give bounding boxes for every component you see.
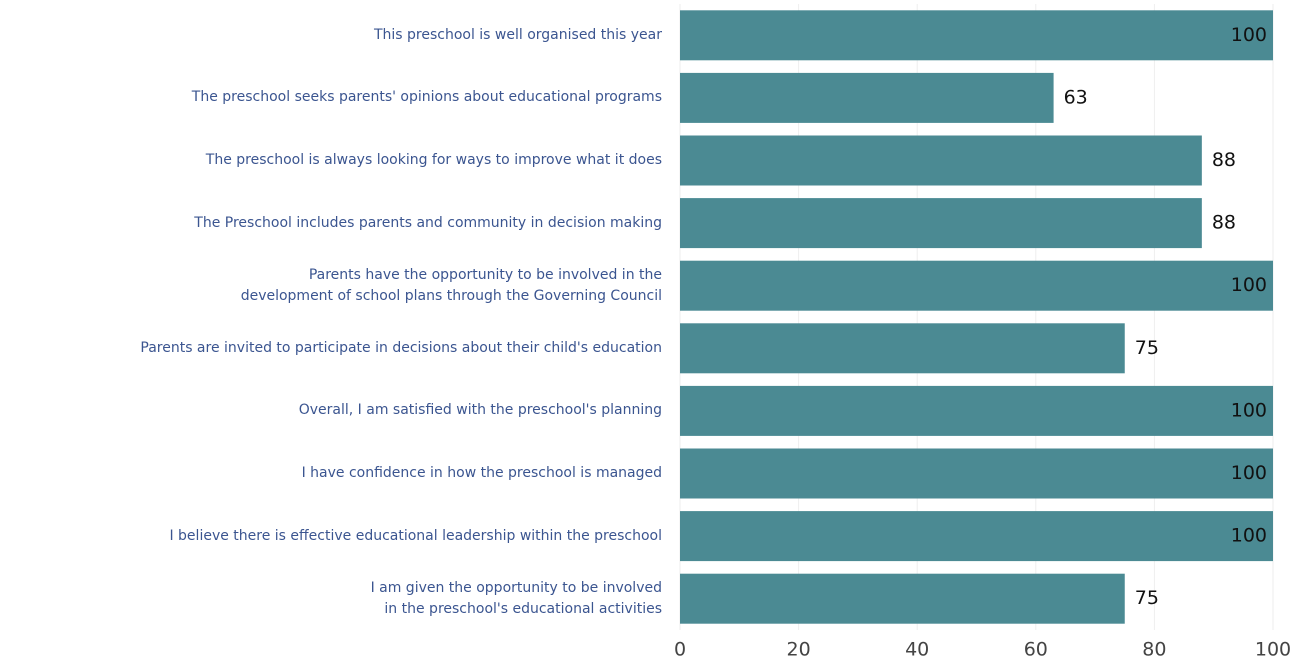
category-label-box: Overall, I am satisfied with the prescho… — [298, 402, 662, 419]
bar — [680, 10, 1273, 61]
x-tick-label: 60 — [1024, 639, 1048, 661]
bar — [680, 385, 1273, 436]
category-label: Overall, I am satisfied with the prescho… — [298, 402, 662, 419]
category-label: I have confidence in how the preschool i… — [301, 464, 662, 481]
bar — [680, 198, 1202, 249]
value-label: 100 — [1231, 462, 1267, 484]
category-label: I believe there is effective educational… — [169, 527, 662, 544]
category-label: The preschool seeks parents' opinions ab… — [191, 89, 662, 106]
bar — [680, 135, 1202, 186]
value-label: 75 — [1135, 587, 1159, 609]
bar — [680, 72, 1054, 123]
x-tick-label: 0 — [674, 639, 686, 661]
bar — [680, 573, 1125, 624]
value-label: 88 — [1212, 212, 1236, 234]
category-label-box: Parents are invited to participate in de… — [140, 339, 662, 356]
category-label: The preschool is always looking for ways… — [205, 151, 662, 168]
value-label: 100 — [1231, 525, 1267, 547]
value-label: 75 — [1135, 337, 1159, 359]
x-tick-label: 40 — [905, 639, 929, 661]
category-label-box: I believe there is effective educational… — [169, 527, 662, 544]
category-label-box: The preschool seeks parents' opinions ab… — [191, 89, 662, 106]
category-label: I am given the opportunity to be involve… — [370, 579, 662, 617]
value-label: 100 — [1231, 274, 1267, 296]
category-label-box: I have confidence in how the preschool i… — [301, 464, 662, 481]
category-label-box: This preschool is well organised this ye… — [373, 26, 662, 43]
category-label: This preschool is well organised this ye… — [373, 26, 662, 43]
category-label: The Preschool includes parents and commu… — [194, 214, 662, 231]
value-label: 88 — [1212, 149, 1236, 171]
bar — [680, 323, 1125, 374]
bar — [680, 448, 1273, 499]
category-label-box: The preschool is always looking for ways… — [205, 151, 662, 168]
x-tick-label: 20 — [787, 639, 811, 661]
x-tick-label: 80 — [1142, 639, 1166, 661]
category-label-box: Parents have the opportunity to be invol… — [240, 266, 662, 304]
bar — [680, 260, 1273, 311]
category-label: Parents are invited to participate in de… — [140, 339, 662, 356]
bar — [680, 511, 1273, 562]
category-label: Parents have the opportunity to be invol… — [240, 266, 662, 304]
value-label: 100 — [1231, 399, 1267, 421]
x-tick-label: 100 — [1255, 639, 1291, 661]
category-label-box: The Preschool includes parents and commu… — [194, 214, 662, 231]
value-label: 100 — [1231, 24, 1267, 46]
value-label: 63 — [1064, 86, 1088, 108]
category-label-box: I am given the opportunity to be involve… — [370, 579, 662, 617]
